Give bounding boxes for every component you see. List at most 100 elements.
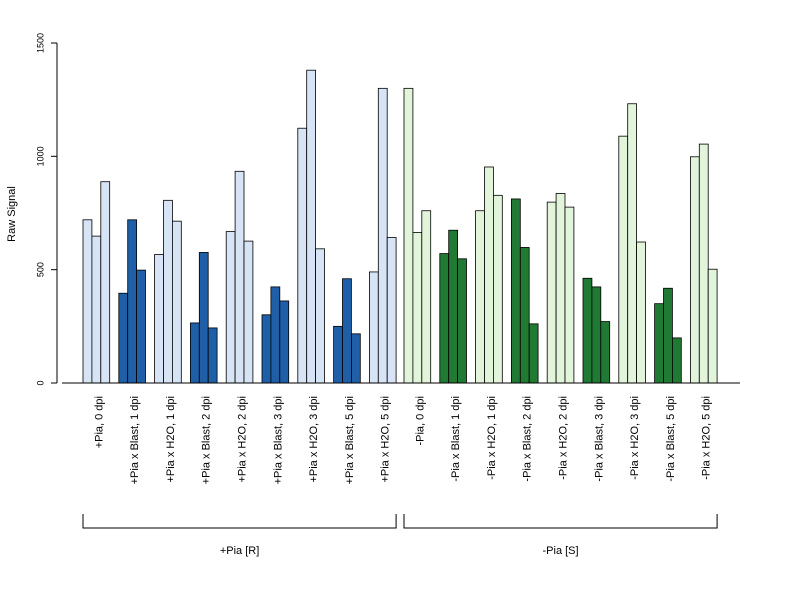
bar xyxy=(690,157,699,383)
bar xyxy=(226,232,235,383)
group-bracket: +Pia [R] xyxy=(83,514,396,557)
bar xyxy=(556,194,565,383)
bar-group xyxy=(226,171,253,383)
group-brackets: +Pia [R] -Pia [S] xyxy=(83,514,717,557)
bar-group xyxy=(619,104,646,383)
bar xyxy=(387,237,396,383)
y-tick-label: 1000 xyxy=(35,146,45,166)
bar xyxy=(351,334,360,383)
category-label: -Pia x H2O, 1 dpi xyxy=(486,396,498,480)
bar xyxy=(101,182,110,383)
bar-group xyxy=(583,278,610,383)
bar-group xyxy=(119,220,146,383)
category-label: +Pia x Blast, 1 dpi xyxy=(129,396,141,484)
bar xyxy=(343,279,352,383)
y-tick-label: 0 xyxy=(35,380,45,385)
bar xyxy=(458,259,467,383)
bar xyxy=(493,195,502,383)
category-label: -Pia x H2O, 3 dpi xyxy=(629,396,641,480)
bar xyxy=(699,144,708,383)
bar xyxy=(664,288,673,383)
bar xyxy=(235,171,244,383)
bar xyxy=(280,301,289,383)
category-label: -Pia x Blast, 2 dpi xyxy=(522,396,534,482)
bar xyxy=(172,221,181,383)
y-tick-label: 500 xyxy=(35,262,45,277)
bar xyxy=(262,315,271,383)
bar xyxy=(583,278,592,383)
bar xyxy=(92,236,101,383)
group-label: +Pia [R] xyxy=(220,545,259,557)
bar xyxy=(199,252,208,383)
bar xyxy=(334,326,343,383)
bar xyxy=(316,249,325,383)
bar xyxy=(190,323,199,383)
category-label: -Pia, 0 dpi xyxy=(414,396,426,446)
bar xyxy=(164,200,173,383)
bar xyxy=(476,211,485,383)
group-bracket: -Pia [S] xyxy=(404,514,717,557)
bar-group xyxy=(298,70,325,383)
group-label: -Pia [S] xyxy=(543,545,579,557)
bar xyxy=(369,272,378,383)
category-label: +Pia x H2O, 3 dpi xyxy=(308,396,320,483)
y-tick-label: 1500 xyxy=(35,33,45,53)
category-label: -Pia x Blast, 1 dpi xyxy=(450,396,462,482)
bar-group xyxy=(83,182,110,383)
bar xyxy=(628,104,637,383)
bar xyxy=(208,328,217,383)
category-label: -Pia x H2O, 5 dpi xyxy=(701,396,713,480)
bar xyxy=(619,136,628,383)
bar-group xyxy=(155,200,182,383)
category-label: +Pia x H2O, 2 dpi xyxy=(236,396,248,483)
bar xyxy=(422,211,431,383)
bar-group xyxy=(690,144,717,383)
bar xyxy=(128,220,137,383)
bar xyxy=(637,242,646,383)
bar xyxy=(155,254,164,383)
bar-group xyxy=(655,288,682,383)
bar xyxy=(244,241,253,383)
y-axis: 0 500 1000 1500 xyxy=(35,33,57,386)
group-bracket-line xyxy=(404,514,717,528)
bar-group xyxy=(547,194,574,383)
category-label: +Pia x Blast, 3 dpi xyxy=(272,396,284,484)
bar xyxy=(547,202,556,383)
category-label: +Pia x Blast, 5 dpi xyxy=(344,396,356,484)
category-label: +Pia, 0 dpi xyxy=(93,396,105,448)
bar-group xyxy=(440,230,467,383)
group-bracket-line xyxy=(83,514,396,528)
bar-group xyxy=(404,88,431,383)
bar xyxy=(413,232,422,383)
category-label: +Pia x H2O, 5 dpi xyxy=(380,396,392,483)
bar-group xyxy=(511,199,538,383)
bars xyxy=(83,70,717,383)
bar-group xyxy=(334,279,361,383)
bar xyxy=(83,220,92,383)
bar xyxy=(298,128,307,383)
bar xyxy=(485,167,494,383)
category-label: +Pia x Blast, 2 dpi xyxy=(201,396,213,484)
bar xyxy=(378,88,387,383)
bar-group xyxy=(262,287,289,383)
bar xyxy=(655,304,664,383)
bar xyxy=(708,269,717,383)
bar xyxy=(271,287,280,383)
bar xyxy=(307,70,316,383)
bar xyxy=(565,207,574,383)
category-labels: +Pia, 0 dpi +Pia x Blast, 1 dpi +Pia x H2O… xyxy=(93,396,712,484)
bar-group xyxy=(369,88,396,383)
bar xyxy=(520,247,529,383)
bar xyxy=(511,199,520,383)
bar xyxy=(119,293,128,383)
bar xyxy=(601,322,610,383)
bar-group xyxy=(476,167,503,383)
bar xyxy=(404,88,413,383)
bar xyxy=(592,287,601,383)
bar-group xyxy=(190,252,217,383)
bar xyxy=(449,230,458,383)
category-label: -Pia x H2O, 2 dpi xyxy=(557,396,569,480)
bar xyxy=(672,338,681,383)
y-axis-title: Raw Signal xyxy=(6,186,18,242)
